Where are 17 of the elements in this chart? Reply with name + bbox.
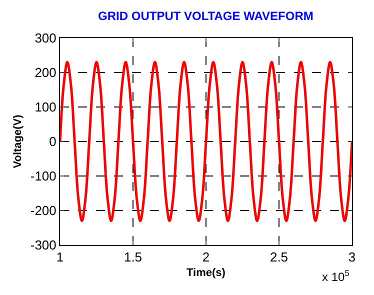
y-tick-label: 100 bbox=[34, 100, 56, 115]
chart-title: GRID OUTPUT VOLTAGE WAVEFORM bbox=[98, 9, 314, 24]
x-tick-label: 1.5 bbox=[124, 250, 142, 265]
x-tick-label: 3 bbox=[348, 250, 356, 265]
y-tick-label: -300 bbox=[30, 238, 56, 253]
y-tick-label: -100 bbox=[30, 168, 56, 184]
x-tick-label: 1 bbox=[56, 250, 64, 265]
x-axis-title: Time(s) bbox=[186, 266, 226, 279]
line-series bbox=[60, 60, 352, 222]
x-tick-label: 2 bbox=[202, 250, 210, 265]
text: x 10$^{5}$ bbox=[322, 268, 350, 284]
y-tick-label: 0 bbox=[49, 134, 56, 150]
y-axis-title: Voltage(V) bbox=[12, 114, 24, 168]
y-tick-label: 300 bbox=[34, 30, 56, 46]
x-tick-label: 2.5 bbox=[270, 250, 288, 265]
y-tick-label: -200 bbox=[30, 203, 56, 218]
y-tick-label: 200 bbox=[34, 65, 56, 80]
